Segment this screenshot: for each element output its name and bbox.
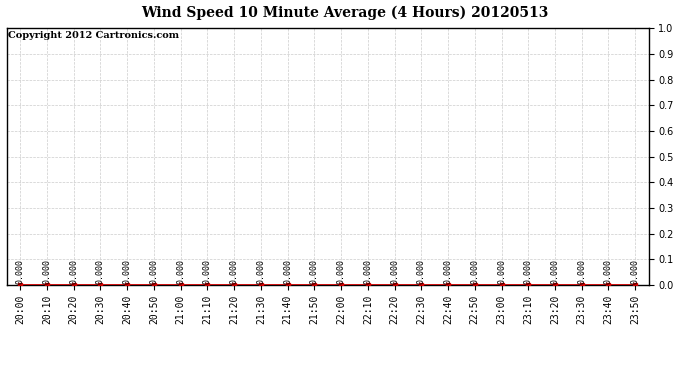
Text: 0.000: 0.000	[257, 259, 266, 284]
Text: 0.000: 0.000	[176, 259, 185, 284]
Text: 0.000: 0.000	[310, 259, 319, 284]
Text: 0.000: 0.000	[417, 259, 426, 284]
Text: 0.000: 0.000	[337, 259, 346, 284]
Text: 0.000: 0.000	[230, 259, 239, 284]
Text: Copyright 2012 Cartronics.com: Copyright 2012 Cartronics.com	[8, 31, 179, 40]
Text: 0.000: 0.000	[16, 259, 25, 284]
Text: 0.000: 0.000	[551, 259, 560, 284]
Text: 0.000: 0.000	[123, 259, 132, 284]
Text: 0.000: 0.000	[631, 259, 640, 284]
Text: 0.000: 0.000	[471, 259, 480, 284]
Text: 0.000: 0.000	[203, 259, 212, 284]
Text: 0.000: 0.000	[604, 259, 613, 284]
Text: 0.000: 0.000	[524, 259, 533, 284]
Text: 0.000: 0.000	[69, 259, 78, 284]
Text: 0.000: 0.000	[390, 259, 399, 284]
Text: 0.000: 0.000	[283, 259, 292, 284]
Text: 0.000: 0.000	[150, 259, 159, 284]
Text: Wind Speed 10 Minute Average (4 Hours) 20120513: Wind Speed 10 Minute Average (4 Hours) 2…	[141, 6, 549, 20]
Text: 0.000: 0.000	[578, 259, 586, 284]
Text: 0.000: 0.000	[497, 259, 506, 284]
Text: 0.000: 0.000	[364, 259, 373, 284]
Text: 0.000: 0.000	[444, 259, 453, 284]
Text: 0.000: 0.000	[96, 259, 105, 284]
Text: 0.000: 0.000	[43, 259, 52, 284]
